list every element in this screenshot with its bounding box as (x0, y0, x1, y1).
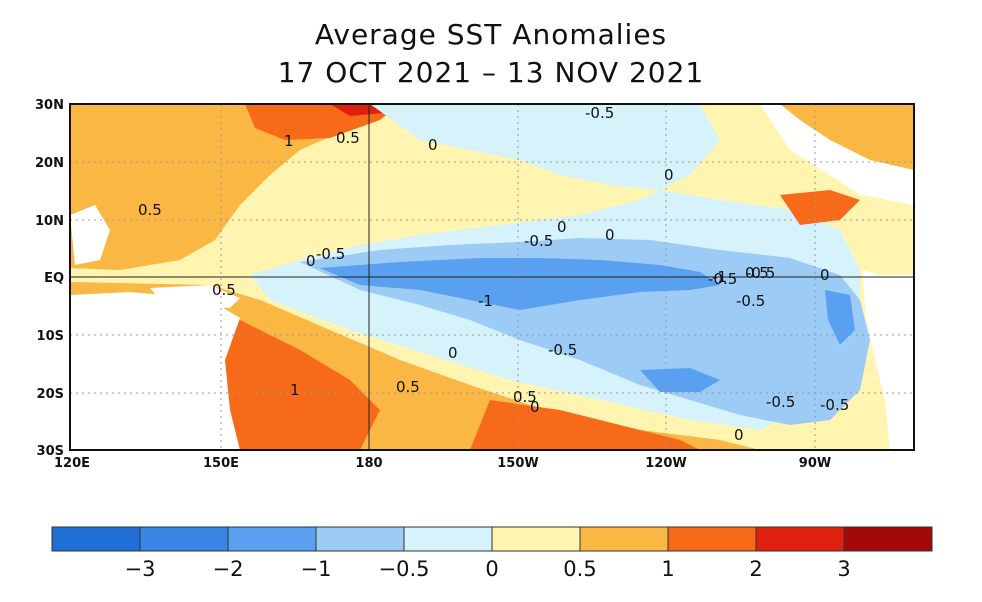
lat-label: 30N (35, 98, 64, 113)
contour-label: 0.5 (212, 281, 236, 299)
contour-label: -0.5 (548, 341, 577, 359)
colorbar-swatch (579, 526, 669, 552)
lat-label: 20N (35, 156, 64, 171)
map-frame (69, 103, 915, 451)
region-colder (320, 258, 720, 310)
contour-label: -0.5 (316, 245, 345, 263)
lon-label: 180 (355, 456, 382, 471)
map-title: Average SST Anomalies (314, 18, 668, 51)
contour-label: 0 (820, 266, 830, 284)
land-new-guinea (150, 285, 240, 308)
contour-label: 0.5 (138, 201, 162, 219)
colorbar-tick-label: −2 (213, 557, 244, 581)
contour-label-group: 1 0.5 0 -0.5 0.5 0 -0.5 0 0 -0.5 0 -0.5 … (138, 104, 849, 444)
colorbar-swatch (403, 526, 493, 552)
contour-label: 0.5 (336, 129, 360, 147)
colorbar-tick-label: −3 (125, 557, 156, 581)
colorbar-swatch (139, 526, 229, 552)
longitude-axis: 120E 150E 180 150W 120W 90W (54, 456, 831, 471)
colorbar-swatch (227, 526, 317, 552)
lat-label: 30S (37, 444, 64, 459)
contour-label: -0.5 (708, 270, 737, 288)
contour-label: 1 (290, 381, 300, 399)
contour-label: -0.5 (746, 264, 775, 282)
contour-label: 0 (530, 398, 540, 416)
contour-label: 0.5 (745, 264, 769, 282)
contour-label: 0 (428, 136, 438, 154)
contour-label: -0.5 (524, 232, 553, 250)
contour-label: -0.5 (766, 393, 795, 411)
lon-label: 120W (645, 456, 686, 471)
lat-label: 20S (37, 387, 64, 402)
region-gulf-warm (780, 104, 914, 170)
map-subtitle: 17 OCT 2021 – 13 NOV 2021 (277, 56, 705, 89)
colorbar-tick-label: 0.5 (563, 557, 596, 581)
contour-label: -1 (478, 292, 493, 310)
contour-label: 0.5 (513, 388, 537, 406)
lon-label: 120E (54, 456, 90, 471)
colorbar-swatch (51, 526, 141, 552)
lon-label: 150E (203, 456, 239, 471)
latitude-axis: 30N 20N 10N EQ 10S 20S 30S (35, 98, 64, 459)
contour-label: 0 (306, 252, 316, 270)
land-south-america (862, 270, 914, 450)
contour-label: -0.5 (585, 104, 614, 122)
contour-label: 0 (448, 344, 458, 362)
lon-label: 90W (799, 456, 831, 471)
contour-label: -0.5 (820, 396, 849, 414)
region-cold-patch (640, 368, 720, 392)
colorbar-tick-label: 3 (837, 557, 850, 581)
region-central-am-hot (780, 190, 860, 225)
lat-label: 10N (35, 214, 64, 229)
colorbar-tick-label: −0.5 (379, 557, 430, 581)
contour-label: 1 (284, 132, 294, 150)
colorbar-tick-labels: −3 −2 −1 −0.5 0 0.5 1 2 3 (125, 557, 851, 581)
lat-label: 10S (37, 329, 64, 344)
colorbar-tick-label: 2 (749, 557, 762, 581)
colorbar-tick-label: 1 (661, 557, 674, 581)
contour-label: 0.5 (396, 378, 420, 396)
colorbar-swatch (843, 526, 933, 552)
contour-label: -1 (712, 268, 727, 286)
contour-label: 0 (605, 226, 615, 244)
colorbar-swatch (491, 526, 581, 552)
colorbar-swatch (755, 526, 845, 552)
colorbar-tick-label: 0 (485, 557, 498, 581)
contour-label: 0 (557, 218, 567, 236)
contour-label: -0.5 (736, 292, 765, 310)
lon-label: 150W (497, 456, 538, 471)
region-nw-warm (70, 104, 360, 270)
land-australia (70, 292, 240, 450)
region-s-hot (470, 400, 700, 450)
map-gridlines (70, 104, 914, 450)
colorbar (51, 526, 933, 552)
contour-label: 0 (734, 426, 744, 444)
colorbar-swatch (315, 526, 405, 552)
colorbar-tick-label: −1 (301, 557, 332, 581)
lat-label: EQ (44, 271, 64, 286)
contour-label: 0 (664, 166, 674, 184)
region-cold-coastal (825, 290, 855, 345)
colorbar-swatch (667, 526, 757, 552)
